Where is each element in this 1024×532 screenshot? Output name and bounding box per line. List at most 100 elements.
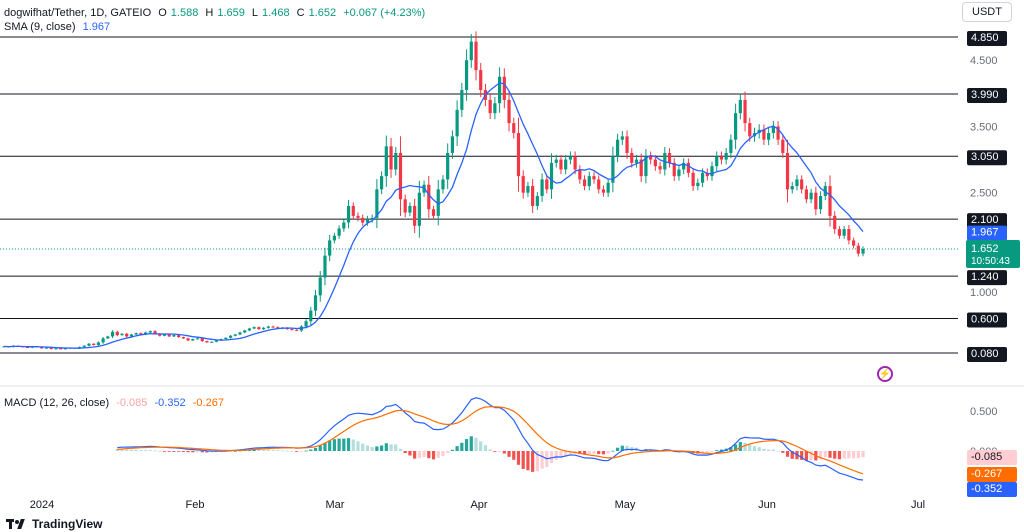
candle-body [686,162,690,173]
macd-histogram-bar [502,451,506,454]
level-tag-1.240-bg [967,270,1007,286]
macd-histogram-bar [752,446,757,451]
candle-body [403,199,407,213]
sma-line [3,82,864,349]
candle-body [842,229,846,236]
candle-body [535,195,539,206]
candle-body [526,186,530,193]
macd-histogram-bar [441,451,445,457]
candle-body [262,327,266,330]
macd-histogram-bar [757,447,761,451]
macd-histogram-bar [356,441,360,451]
candle-body [582,179,587,187]
candle-body [332,235,336,241]
macd-histogram-bar [280,450,285,452]
macd-histogram-bar [158,450,162,452]
candle-body [630,152,634,163]
macd-histogram-bar [847,451,851,459]
candle-body [644,156,648,177]
candle-body [172,335,176,337]
macd-histogram-bar [299,451,303,452]
macd-histogram-bar [729,447,733,451]
candle-body [87,343,91,346]
macd-histogram-bar [304,450,308,452]
candle-body [365,219,370,223]
macd-histogram-bar [738,442,742,451]
candle-body [148,331,152,333]
candle-body [549,162,554,190]
candle-body [823,186,827,196]
macd-histogram-bar [781,451,785,453]
candle-body [125,333,129,337]
candle-body [578,169,582,180]
macd-histogram-bar [823,451,827,458]
macd-histogram-bar [474,437,478,451]
candle-body [616,139,620,157]
level-tag-3.050-bg [967,150,1007,166]
candle-body [498,76,502,104]
candle-body [672,162,676,177]
candle-body [507,99,511,124]
candle-body [767,133,771,140]
candle-body [431,209,436,216]
macd-histogram-bar [125,449,129,451]
macd-line [117,397,864,481]
last-price-tag-bg [966,239,1020,268]
time-axis-tick-Feb: Feb [186,499,205,511]
candle-body [743,99,747,124]
macd-histogram-bar [776,450,780,452]
candle-body [861,248,865,254]
price-axis-tick-1.000: 1.000 [970,287,998,299]
macd-histogram-bar [332,439,336,451]
macd-histogram-bar [790,451,794,459]
candle-body [436,189,440,216]
candle-body [101,338,105,343]
macd-histogram-bar [431,451,436,460]
candle-body [568,156,572,160]
macd-histogram-bar [346,438,351,451]
macd-histogram-bar [493,451,497,452]
candle-body [158,333,162,336]
macd-histogram-bar [313,447,318,451]
macd-histogram-bar [408,451,412,456]
macd-histogram-bar [384,443,388,451]
candle-body [724,152,728,160]
candle-body [502,76,506,100]
macd-histogram-bar [611,450,615,452]
candle-body [153,331,157,334]
macd-histogram-bar [403,451,407,454]
macd-histogram-bar [318,445,322,451]
macd-histogram-bar [809,451,813,461]
candle-body [26,347,30,349]
candle-body [328,240,332,256]
macd-histogram-bar [191,451,195,453]
candle-body [479,70,483,90]
candle-body [162,334,167,336]
close-value: 1.652 [308,7,337,19]
macd-histogram-bar [606,451,610,454]
macd-histogram-bar [526,451,530,471]
macd-histogram-bar [507,451,511,457]
macd-histogram-bar [856,451,860,459]
macd-histogram-bar [361,443,365,451]
macd-histogram-bar [427,451,431,459]
candle-body [785,152,790,190]
currency-unit-button[interactable]: USDT [962,2,1012,22]
flash-icon[interactable]: ⚡ [877,366,893,382]
candle-body [748,123,752,137]
candle-body [252,327,256,329]
high-key: H [205,7,214,19]
macd-histogram-bar [450,449,454,451]
macd-signal-tag-bg [967,482,1017,497]
macd-histogram-bar [422,451,426,457]
macd-line-value: -0.352 [154,397,186,409]
macd-histogram-bar [162,451,167,452]
candle-body [564,159,568,170]
macd-line-tag: -0.267 [971,468,1002,480]
candle-body [540,179,544,196]
candle-body [573,156,577,170]
macd-histogram-bar [129,449,134,451]
candle-body [309,310,313,322]
macd-axis-tick-0.500: 0.500 [970,406,998,418]
